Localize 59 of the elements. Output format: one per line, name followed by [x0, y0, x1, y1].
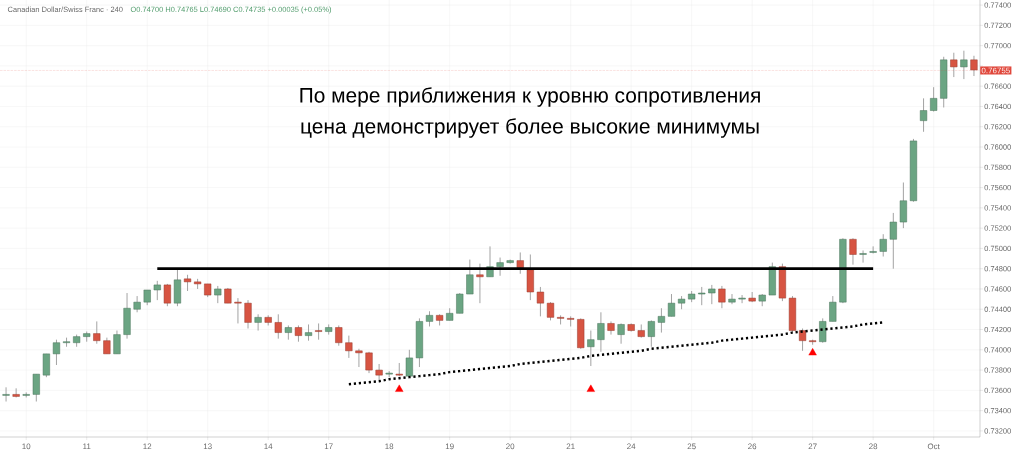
candlestick — [62, 337, 71, 348]
candlestick — [113, 330, 121, 355]
candlestick — [395, 362, 403, 377]
candlestick — [819, 317, 827, 344]
candlestick — [930, 86, 938, 112]
candlestick — [526, 254, 534, 301]
candlestick — [738, 294, 746, 304]
candlestick — [375, 363, 383, 381]
candlestick — [667, 293, 676, 317]
candlestick — [859, 250, 867, 264]
candlestick — [315, 323, 323, 341]
candlestick — [32, 373, 40, 402]
candlestick — [476, 263, 484, 304]
candlestick — [234, 297, 242, 324]
candlestick — [254, 313, 262, 331]
candlestick — [557, 314, 565, 325]
candlestick — [536, 286, 544, 317]
candlestick — [173, 269, 182, 307]
candlestick — [42, 353, 50, 378]
candlestick — [2, 386, 10, 402]
candlestick — [728, 293, 736, 305]
candlestick — [153, 280, 161, 301]
candlestick — [718, 285, 726, 309]
candlestick — [405, 349, 413, 377]
candlestick — [829, 295, 837, 322]
candlestick — [960, 50, 968, 80]
candlestick — [456, 292, 464, 314]
annotation: По мере приближения к уровню сопротивления — [300, 87, 760, 107]
candlestick — [617, 323, 625, 345]
candlestick — [657, 307, 665, 333]
candlestick — [466, 259, 474, 295]
candlestick — [849, 237, 857, 266]
candlestick — [607, 321, 615, 335]
candlestick — [698, 286, 706, 306]
candlestick — [355, 348, 363, 368]
candlestick — [869, 245, 877, 254]
candlestick — [335, 325, 343, 347]
candlestick — [647, 320, 655, 348]
candlestick — [567, 315, 575, 327]
candlestick — [879, 233, 887, 257]
candlestick — [889, 212, 897, 270]
candlestick — [93, 321, 101, 345]
candlestick — [597, 311, 605, 353]
candlestick — [516, 252, 524, 275]
candlestick — [546, 301, 555, 321]
candlestick — [52, 339, 61, 366]
candlestick — [798, 328, 807, 352]
candlestick — [899, 182, 907, 229]
candlestick — [12, 387, 20, 398]
candlestick — [345, 335, 353, 359]
candlestick — [587, 330, 595, 367]
candlestick — [244, 299, 252, 329]
candlestick — [274, 313, 282, 340]
candlestick — [304, 324, 313, 342]
candlestick — [708, 284, 716, 305]
candlestick — [919, 97, 928, 133]
candlestick — [748, 291, 756, 303]
annotation: цена демонстрирует более высокие минимумы — [301, 118, 759, 138]
candlestick — [133, 295, 141, 313]
